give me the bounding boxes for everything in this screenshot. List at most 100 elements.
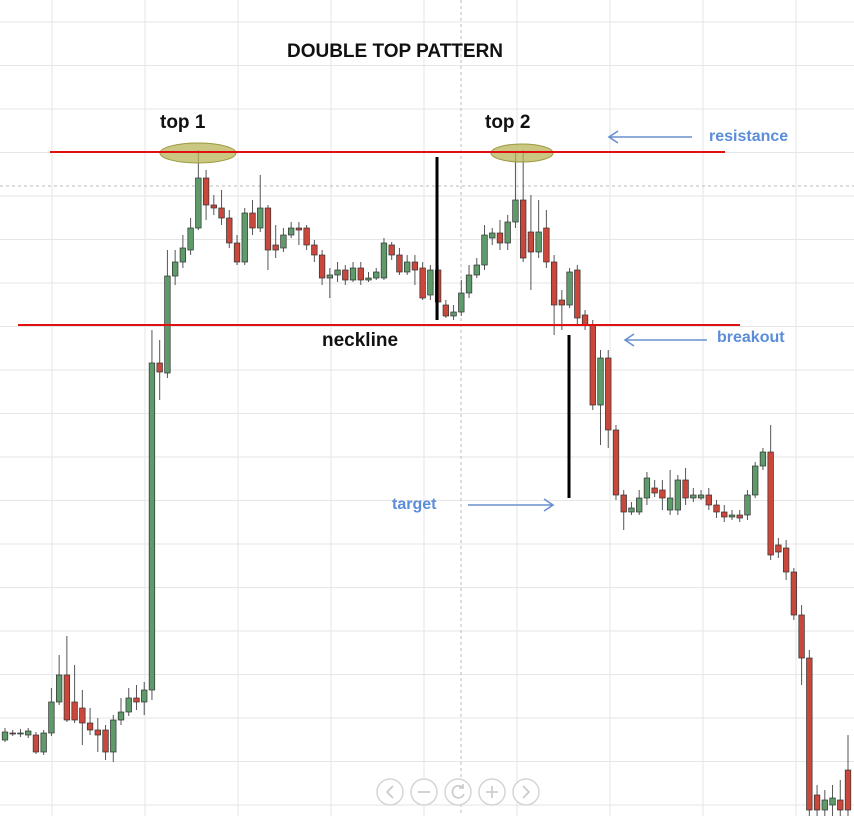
candle-body [272, 244, 279, 251]
candle-body [782, 547, 790, 573]
target-arrow [468, 498, 555, 512]
candle-body [465, 274, 473, 294]
candle-body [357, 267, 364, 281]
candle-body [581, 314, 589, 326]
candle-body [574, 269, 581, 319]
top2-label: top 2 [485, 112, 530, 133]
candle-body [697, 494, 705, 499]
candle-body [404, 261, 411, 273]
candle-body [303, 227, 310, 246]
candle-body [566, 271, 573, 306]
arrows [468, 130, 707, 512]
candle-body [473, 264, 480, 276]
resistance-arrow [607, 130, 692, 144]
breakout-label: breakout [717, 329, 785, 346]
candle-body [527, 231, 535, 253]
candle-body [651, 487, 658, 494]
candle-body [288, 227, 295, 236]
candle-body [427, 269, 434, 296]
candle-body [342, 269, 349, 281]
candle-body [496, 232, 504, 244]
reset-button[interactable] [444, 778, 472, 806]
candle-body [349, 267, 357, 281]
candle-body [110, 719, 117, 753]
candle-body [187, 227, 194, 251]
candle-body [736, 514, 743, 519]
candle-body [32, 734, 40, 753]
candle-body [558, 299, 565, 306]
candle-body [543, 227, 550, 263]
candle-body [728, 514, 736, 518]
zoom-controls [376, 778, 540, 806]
candle-body [821, 799, 828, 811]
candle-body [612, 429, 620, 496]
candle-body [605, 357, 612, 431]
candle-body [125, 697, 132, 713]
candle-body [171, 261, 179, 277]
candle-body [813, 794, 821, 811]
candle-body [535, 231, 542, 253]
neckline-label: neckline [322, 330, 398, 351]
breakout-arrow [623, 333, 707, 347]
candle-body [520, 199, 527, 259]
candle-body [597, 357, 604, 406]
candle-body [195, 177, 202, 229]
zoom-in-button[interactable] [478, 778, 506, 806]
candle-body [721, 511, 728, 518]
scroll-left-button[interactable] [376, 778, 404, 806]
candle-body [334, 269, 341, 276]
candle-body [659, 489, 666, 499]
candle-body [380, 242, 388, 279]
candle-body [775, 544, 782, 553]
candle-body [117, 711, 125, 721]
candle-body [759, 451, 767, 467]
candle-body [674, 479, 682, 511]
candle-body [141, 689, 148, 703]
candle-body [798, 614, 805, 659]
candle-body [388, 244, 395, 256]
candle-body [790, 571, 798, 616]
candle-body [102, 729, 109, 753]
candles [1, 150, 852, 816]
candle-body [55, 674, 63, 703]
candle-body [40, 732, 47, 753]
candle-body [666, 497, 674, 511]
levels [18, 151, 740, 326]
candle-body [17, 732, 24, 735]
candle-body [458, 292, 465, 313]
candle-body [450, 311, 457, 317]
candle-body [179, 247, 187, 263]
candle-body [411, 261, 419, 271]
top1-label: top 1 [160, 112, 206, 133]
candle-body [396, 254, 403, 273]
candle-body [295, 227, 303, 231]
candle-body [249, 212, 256, 229]
resistance-label: resistance [709, 128, 788, 145]
candle-body [512, 199, 519, 223]
candle-body [690, 494, 697, 499]
candle-body [63, 674, 71, 721]
candle-body [9, 732, 16, 735]
candle-body [705, 494, 712, 506]
candle-body [133, 697, 140, 703]
scroll-right-button[interactable] [512, 778, 540, 806]
chart-title: DOUBLE TOP PATTERN [287, 41, 503, 62]
candle-body [226, 217, 233, 244]
candle-body [257, 207, 264, 229]
candle-body [643, 477, 651, 499]
candle-body [767, 451, 774, 556]
candle-body [489, 232, 496, 239]
candle-body [48, 701, 55, 734]
candle-body [713, 504, 720, 513]
target-label: target [392, 496, 437, 513]
candle-body [202, 177, 210, 206]
candle-body [837, 799, 844, 811]
candle-body [620, 494, 627, 513]
candle-body [1, 731, 9, 741]
zoom-out-button[interactable] [410, 778, 438, 806]
candle-body [744, 494, 751, 516]
candle-body [504, 221, 511, 244]
candle-body [86, 722, 94, 731]
